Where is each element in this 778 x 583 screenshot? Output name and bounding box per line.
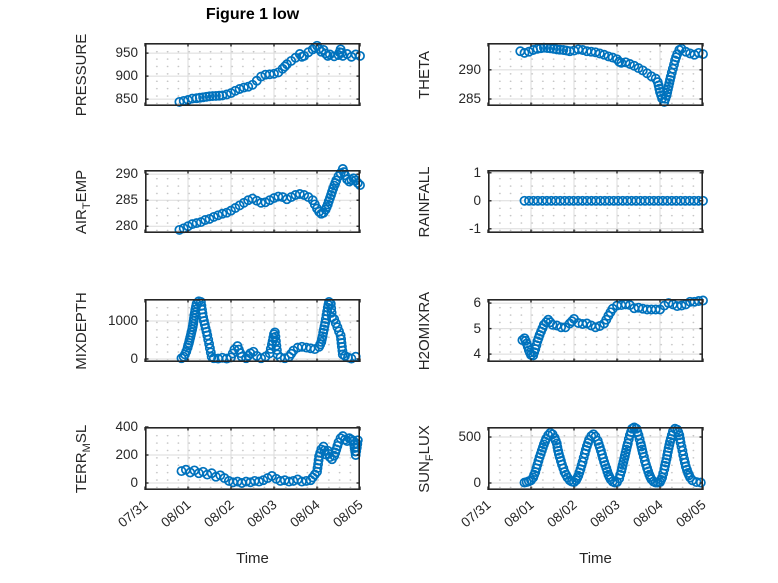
y-tick-label: 4 bbox=[473, 346, 481, 362]
y-tick-label: 0 bbox=[473, 192, 481, 208]
y-axis-label-air-temp: AIRTEMP bbox=[73, 169, 93, 234]
subplot-rainfall bbox=[487, 170, 708, 234]
axes-box bbox=[488, 299, 703, 363]
scatter-points bbox=[176, 296, 361, 364]
subplot-pressure-canvas bbox=[144, 40, 365, 107]
subplot-terr-msl bbox=[144, 426, 363, 491]
axes-box bbox=[488, 427, 703, 491]
y-tick-label: 285 bbox=[458, 91, 481, 106]
subplot-terr-msl-canvas bbox=[144, 426, 363, 491]
x-axis-label: Time bbox=[236, 550, 269, 567]
y-tick-label: 290 bbox=[458, 61, 481, 77]
y-tick-label: 0 bbox=[130, 475, 138, 490]
axes-box bbox=[145, 299, 360, 363]
y-tick-label: 5 bbox=[473, 320, 481, 336]
axes-box bbox=[488, 170, 703, 234]
y-axis-label-terr-msl: TERRMSL bbox=[73, 424, 93, 493]
y-tick-label: 950 bbox=[115, 45, 138, 61]
scatter-points bbox=[174, 40, 365, 107]
subplot-sun-flux-canvas bbox=[487, 422, 706, 491]
y-tick-label: 500 bbox=[458, 429, 481, 445]
y-tick-label: 285 bbox=[115, 192, 138, 208]
axes-box bbox=[488, 43, 703, 107]
y-tick-label: 0 bbox=[473, 475, 481, 490]
scatter-points bbox=[519, 195, 708, 206]
subplot-h2omixra-canvas bbox=[487, 295, 708, 363]
subplot-rainfall-canvas bbox=[487, 170, 708, 234]
y-tick-label: 6 bbox=[473, 295, 481, 311]
y-tick-label: -1 bbox=[468, 220, 481, 236]
y-axis-label-h2omixra: H2OMIXRA bbox=[416, 291, 433, 370]
subplot-mixdepth-canvas bbox=[144, 296, 361, 364]
axes-box bbox=[145, 170, 360, 234]
scatter-points bbox=[519, 422, 706, 488]
x-axis-label: Time bbox=[579, 550, 612, 567]
subplot-theta bbox=[487, 42, 708, 107]
y-axis-label-sun-flux: SUNFLUX bbox=[416, 424, 436, 493]
subplot-air-temp-canvas bbox=[144, 164, 365, 235]
y-tick-label: 0 bbox=[130, 350, 138, 366]
subplot-pressure bbox=[144, 40, 365, 107]
y-tick-label: 900 bbox=[115, 68, 138, 84]
axes-box bbox=[145, 427, 360, 491]
scatter-points bbox=[176, 431, 363, 488]
subplot-theta-canvas bbox=[487, 42, 708, 107]
y-tick-label: 850 bbox=[115, 91, 138, 107]
y-tick-label: 400 bbox=[115, 419, 138, 434]
y-tick-label: 290 bbox=[115, 166, 138, 182]
y-axis-label-rainfall: RAINFALL bbox=[416, 166, 433, 237]
subplot-mixdepth bbox=[144, 296, 361, 364]
subplot-sun-flux bbox=[487, 422, 706, 491]
y-tick-label: 200 bbox=[115, 447, 138, 462]
scatter-points bbox=[517, 295, 708, 361]
axes-box bbox=[145, 43, 360, 107]
y-tick-label: 280 bbox=[115, 218, 138, 234]
scatter-points bbox=[174, 164, 365, 235]
figure-title: Figure 1 low bbox=[205, 6, 300, 23]
y-tick-label: 1000 bbox=[107, 313, 138, 328]
scatter-points bbox=[515, 42, 708, 107]
subplot-h2omixra bbox=[487, 295, 708, 363]
subplot-air-temp bbox=[144, 164, 365, 235]
y-tick-label: 1 bbox=[473, 164, 481, 180]
y-axis-label-mixdepth: MIXDEPTH bbox=[73, 291, 90, 370]
